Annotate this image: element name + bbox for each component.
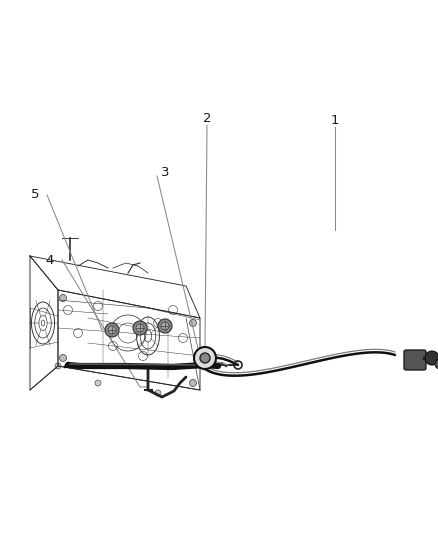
Circle shape [55,363,61,369]
Text: 4: 4 [46,254,54,266]
Circle shape [194,347,216,369]
Circle shape [425,351,438,365]
Circle shape [136,324,144,332]
Circle shape [161,322,169,330]
Circle shape [108,326,116,334]
Circle shape [155,390,161,396]
FancyBboxPatch shape [404,350,426,370]
Text: 5: 5 [31,189,39,201]
Circle shape [435,359,438,369]
Circle shape [133,321,147,335]
Text: 3: 3 [161,166,169,180]
Circle shape [190,379,197,386]
Text: 1: 1 [331,114,339,126]
Circle shape [158,319,172,333]
Text: 2: 2 [203,111,211,125]
Circle shape [200,353,210,363]
Circle shape [190,319,197,327]
Circle shape [105,323,119,337]
Circle shape [60,295,67,302]
Circle shape [60,354,67,361]
Circle shape [95,380,101,386]
